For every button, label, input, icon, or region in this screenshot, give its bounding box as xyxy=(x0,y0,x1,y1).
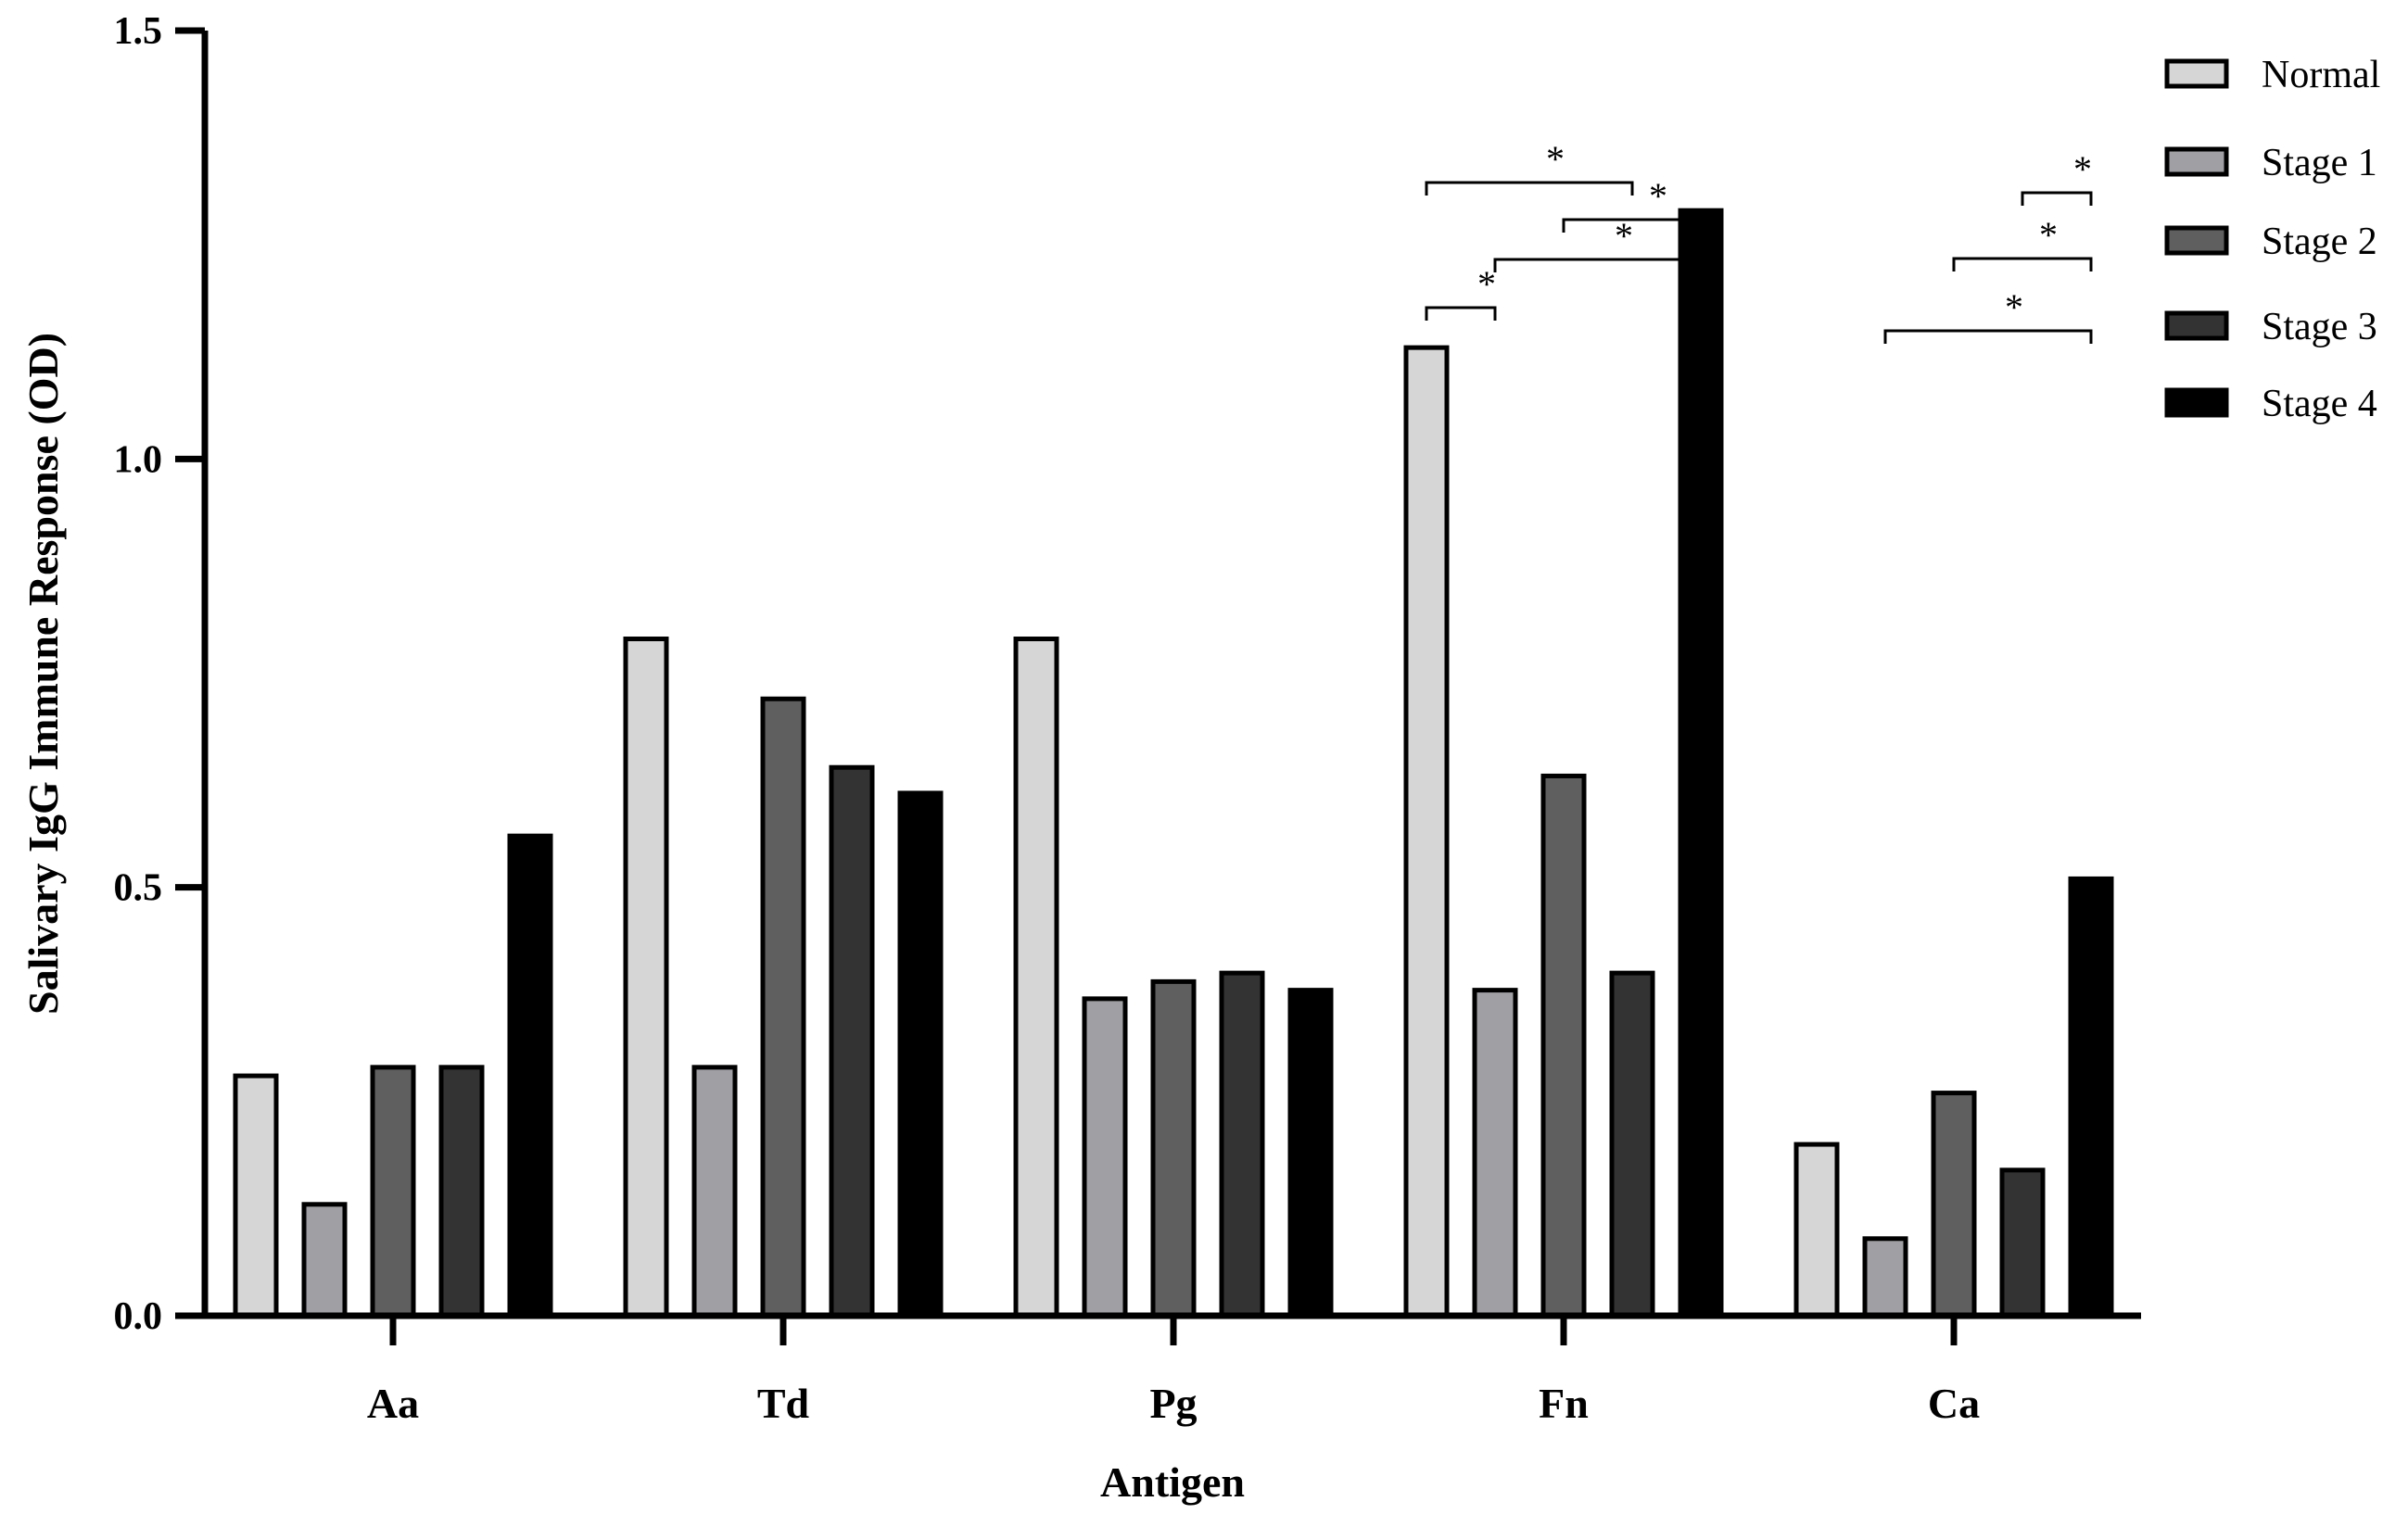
legend-swatch-series-3 xyxy=(2164,310,2229,341)
bar-fn-series-4 xyxy=(1678,208,1724,1319)
bar-pg-series-2 xyxy=(1150,978,1197,1319)
category-label-aa: Aa xyxy=(367,1380,419,1427)
significance-bracket xyxy=(1952,257,2093,271)
bar-ca-series-1 xyxy=(1862,1236,1908,1319)
bar-ca-series-4 xyxy=(2068,876,2114,1319)
bar-td-series-0 xyxy=(623,637,669,1319)
significance-star: * xyxy=(2073,148,2092,190)
significance-star: * xyxy=(2005,286,2023,328)
legend-swatch-series-2 xyxy=(2164,225,2229,256)
significance-bracket xyxy=(1425,181,1634,196)
significance-star: * xyxy=(1615,215,1633,257)
bar-td-series-1 xyxy=(691,1065,738,1319)
legend-label-series-2: Stage 2 xyxy=(2262,221,2377,263)
bar-aa-series-3 xyxy=(438,1065,485,1319)
bar-aa-series-1 xyxy=(301,1202,348,1319)
significance-layer: * * * * * * * xyxy=(1425,138,2093,344)
category-label-fn: Fn xyxy=(1539,1380,1589,1427)
legend-label-series-3: Stage 3 xyxy=(2262,306,2377,348)
bar-aa-series-0 xyxy=(233,1073,279,1319)
bar-ca-series-2 xyxy=(1931,1091,1977,1319)
x-axis-title: Antigen xyxy=(1100,1458,1245,1506)
bar-aa-series-4 xyxy=(507,833,553,1319)
bars-layer xyxy=(233,208,2114,1319)
significance-bracket xyxy=(1883,329,2093,344)
y-ticks-layer: 0.0 0.5 1.0 1.5 xyxy=(114,10,205,1338)
legend-label-series-1: Stage 1 xyxy=(2262,142,2377,184)
legend-swatch-series-0 xyxy=(2164,58,2229,89)
y-axis-title: Salivary IgG Immune Response (OD) xyxy=(19,333,67,1015)
bar-pg-series-3 xyxy=(1219,970,1265,1319)
legend-label-series-0: Normal xyxy=(2262,54,2380,96)
category-label-pg: Pg xyxy=(1149,1380,1197,1427)
category-label-ca: Ca xyxy=(1928,1380,1980,1427)
significance-bracket xyxy=(1493,258,1703,272)
significance-bracket xyxy=(1425,306,1497,321)
category-label-td: Td xyxy=(757,1380,810,1427)
y-tick-label: 0.0 xyxy=(114,1295,163,1338)
bar-fn-series-0 xyxy=(1403,345,1450,1319)
y-tick-label: 1.5 xyxy=(114,10,163,53)
significance-star: * xyxy=(1477,263,1496,305)
significance-star: * xyxy=(2039,214,2058,256)
y-tick-label: 1.0 xyxy=(114,438,163,481)
bar-fn-series-3 xyxy=(1609,970,1655,1319)
significance-star: * xyxy=(1649,175,1667,217)
bar-fn-series-2 xyxy=(1540,773,1587,1319)
significance-bracket xyxy=(1562,218,1703,233)
bar-pg-series-0 xyxy=(1013,637,1059,1319)
bar-aa-series-2 xyxy=(370,1065,416,1319)
x-ticks-layer: Aa Td Pg Fn Ca xyxy=(367,1316,1980,1427)
legend-swatch-series-4 xyxy=(2164,387,2229,418)
bar-fn-series-1 xyxy=(1472,988,1518,1319)
significance-star: * xyxy=(1546,138,1565,180)
bar-pg-series-4 xyxy=(1287,988,1334,1319)
y-tick-label: 0.5 xyxy=(114,867,163,910)
significance-bracket xyxy=(2021,191,2093,206)
legend: Normal Stage 1 Stage 2 Stage 3 Stage 4 xyxy=(2164,54,2380,425)
bar-pg-series-1 xyxy=(1082,996,1128,1319)
legend-swatch-series-1 xyxy=(2164,146,2229,177)
legend-label-series-4: Stage 4 xyxy=(2262,383,2377,425)
bar-td-series-2 xyxy=(760,696,806,1319)
bar-td-series-4 xyxy=(897,790,944,1319)
bar-td-series-3 xyxy=(829,764,875,1319)
bar-ca-series-0 xyxy=(1793,1142,1840,1319)
bar-ca-series-3 xyxy=(1999,1167,2046,1319)
